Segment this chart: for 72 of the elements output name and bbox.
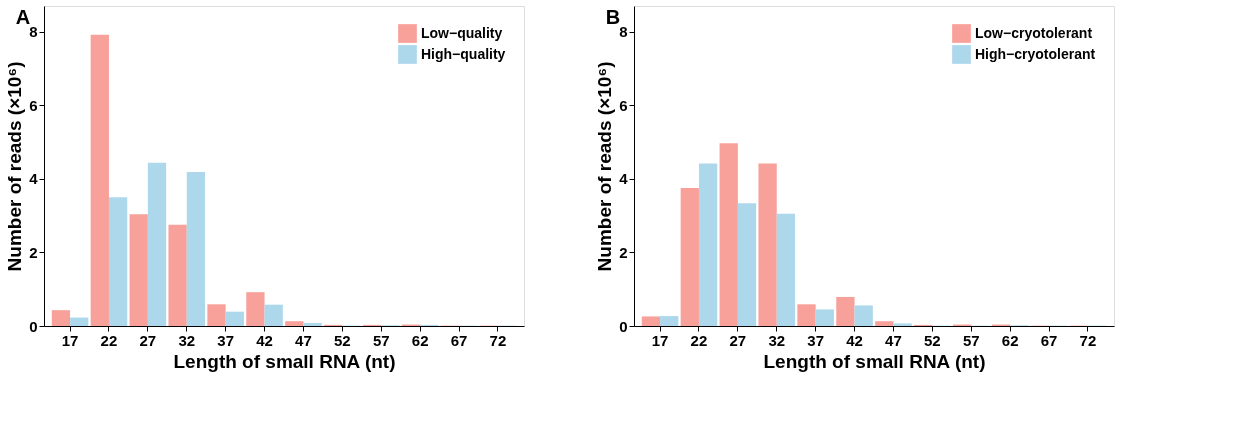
bar (90, 34, 109, 326)
x-tick-label: 67 (1040, 331, 1058, 349)
legend-label: High−quality (421, 45, 506, 62)
x-tick-label: 22 (690, 331, 708, 349)
bar (660, 316, 679, 326)
bar (875, 321, 894, 326)
bar (129, 214, 148, 326)
y-tick-label: 6 (29, 96, 38, 114)
x-tick-label: 57 (372, 331, 390, 349)
x-axis-title: Length of small RNA (nt) (763, 350, 986, 372)
x-tick-label: 47 (295, 331, 312, 349)
y-tick-label: 4 (29, 170, 39, 188)
x-tick-label: 37 (807, 331, 824, 349)
y-tick-label: 0 (29, 317, 38, 335)
x-tick-label: 17 (651, 331, 669, 349)
bar (698, 163, 718, 326)
chart-title: B (605, 6, 621, 28)
bar (893, 323, 912, 326)
bar (776, 213, 796, 326)
legend-label: Low−quality (421, 24, 503, 41)
chart-title: A (15, 6, 31, 28)
bar (854, 305, 873, 326)
bar (207, 304, 226, 326)
y-tick-label: 6 (619, 96, 628, 114)
y-axis-title: Number of reads (×10⁶) (4, 61, 26, 272)
bar (680, 188, 699, 326)
x-tick-label: 52 (924, 331, 941, 349)
x-tick-label: 17 (61, 331, 79, 349)
x-tick-label: 32 (768, 331, 786, 349)
bar (70, 317, 89, 326)
bar (225, 311, 244, 326)
x-tick-label: 37 (217, 331, 234, 349)
x-tick-label: 22 (100, 331, 118, 349)
x-tick-label: 42 (256, 331, 273, 349)
x-tick-label: 32 (178, 331, 196, 349)
bar (815, 309, 834, 326)
bar (737, 203, 757, 326)
legend-label: Low−cryotolerant (975, 24, 1093, 41)
bar (168, 224, 187, 326)
y-axis-title: Number of reads (×10⁶) (594, 61, 616, 272)
bar (303, 323, 322, 326)
bar (246, 292, 265, 326)
x-tick-label: 62 (411, 331, 429, 349)
bar (797, 304, 816, 326)
x-tick-label: 67 (450, 331, 468, 349)
y-tick-label: 4 (619, 170, 629, 188)
x-tick-label: 72 (489, 331, 507, 349)
x-tick-label: 42 (846, 331, 863, 349)
bar (51, 310, 71, 326)
bar (186, 171, 206, 326)
bar (264, 304, 283, 326)
bar (641, 316, 661, 326)
x-tick-label: 62 (1001, 331, 1019, 349)
bar (758, 163, 777, 326)
x-tick-label: 27 (729, 331, 747, 349)
x-tick-label: 72 (1079, 331, 1097, 349)
bar (147, 162, 167, 326)
bar (836, 296, 855, 326)
x-axis-title: Length of small RNA (nt) (173, 350, 396, 372)
x-tick-label: 27 (139, 331, 157, 349)
y-tick-label: 2 (29, 243, 38, 261)
bar (285, 321, 304, 326)
y-tick-label: 2 (619, 243, 628, 261)
legend-label: High−cryotolerant (975, 45, 1096, 62)
x-tick-label: 52 (334, 331, 351, 349)
y-tick-label: 8 (619, 23, 628, 41)
bar (108, 197, 128, 326)
bar (719, 143, 738, 326)
x-tick-label: 47 (885, 331, 902, 349)
y-tick-label: 0 (619, 317, 628, 335)
y-tick-label: 8 (29, 23, 38, 41)
x-tick-label: 57 (962, 331, 980, 349)
